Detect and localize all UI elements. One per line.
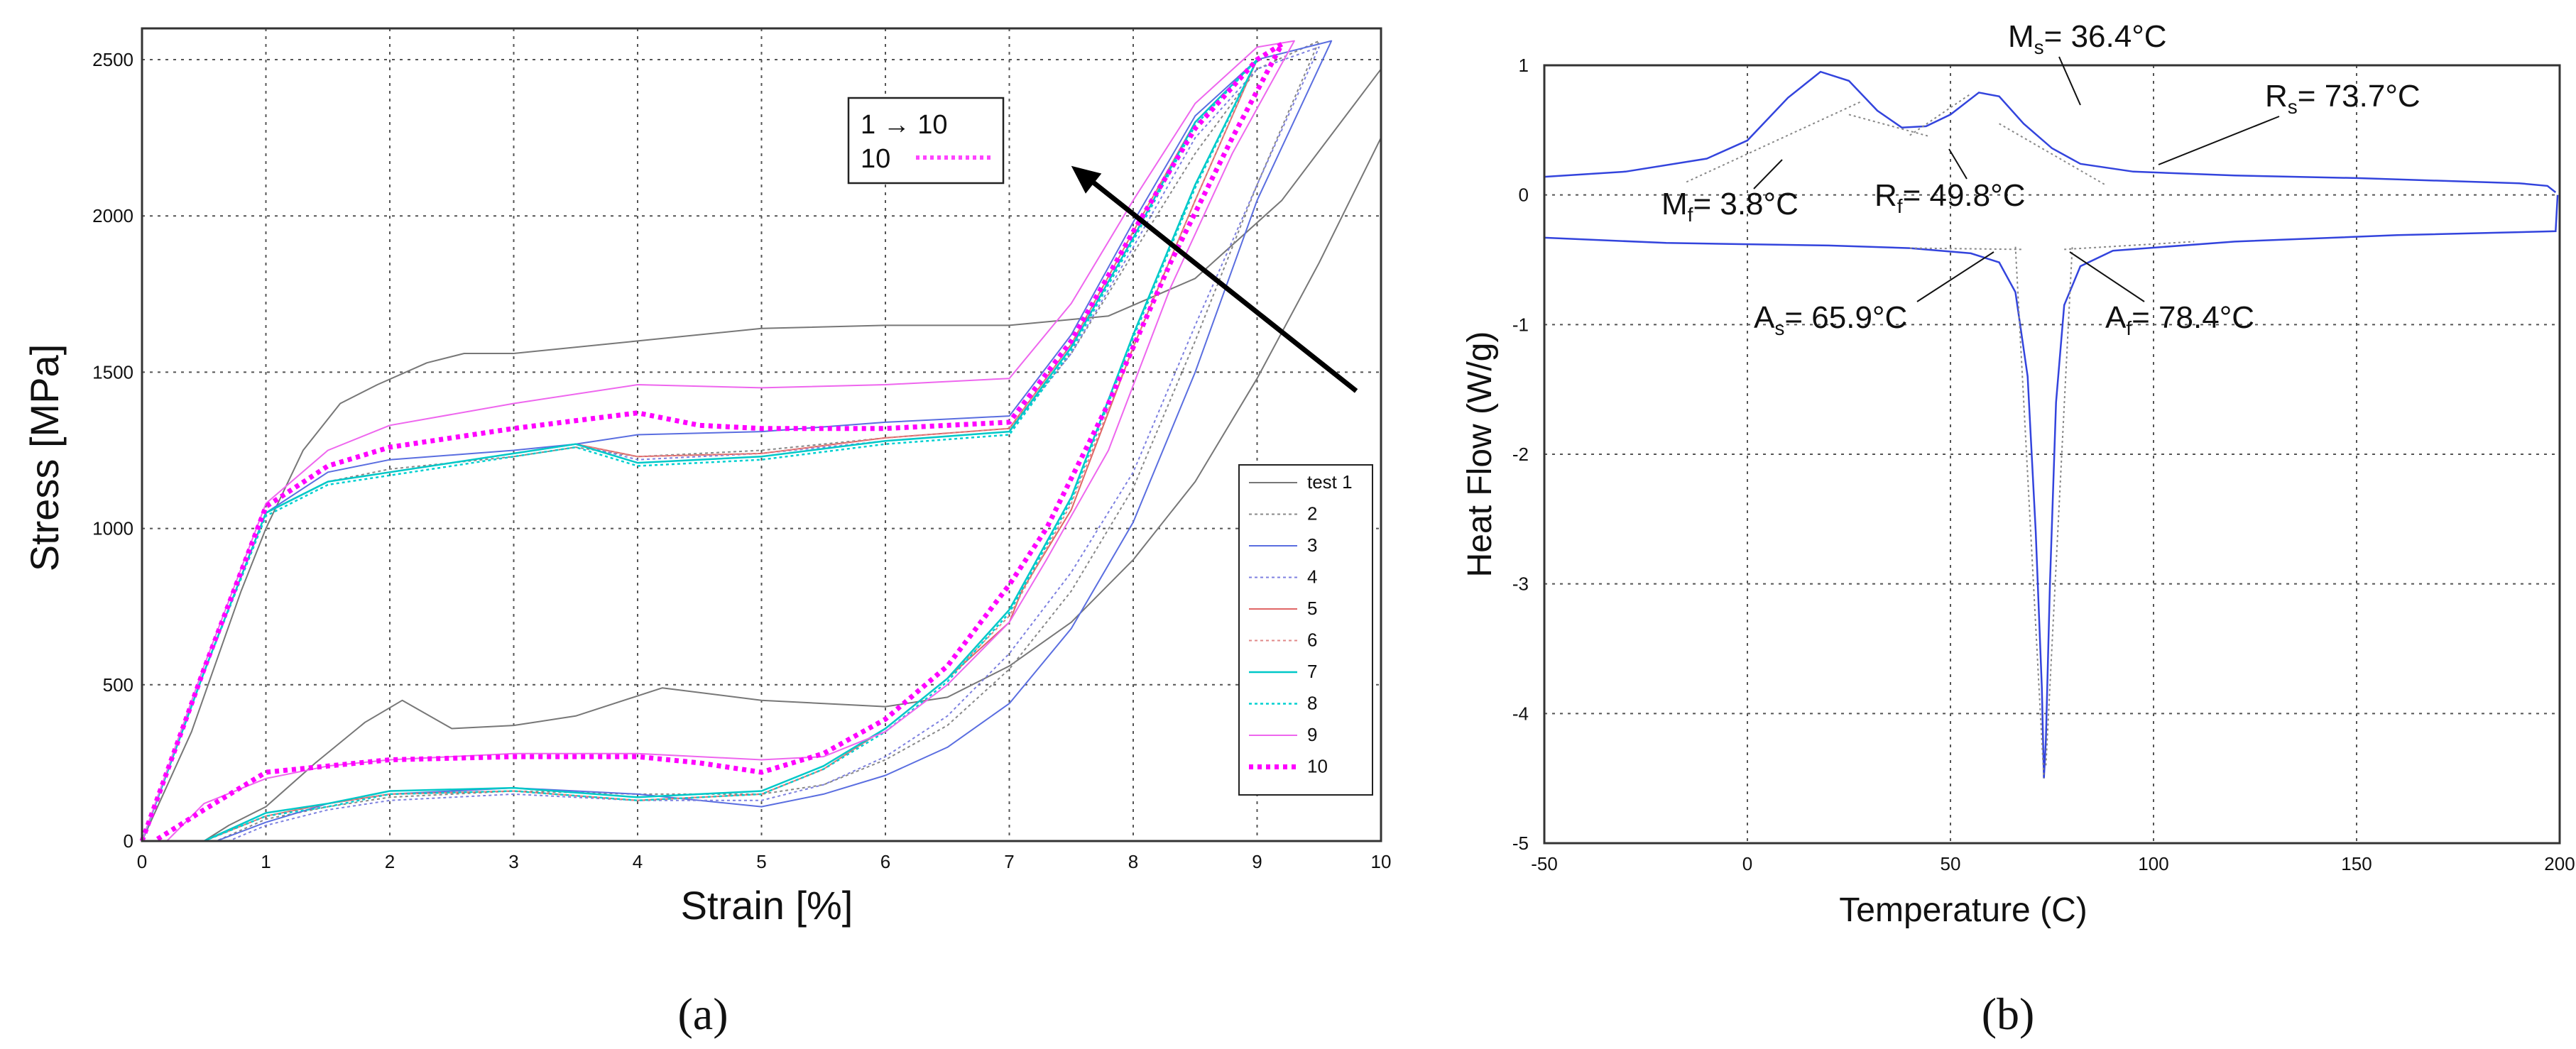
x-tick-label: 7 — [1004, 851, 1014, 872]
x-tick-label: 200 — [2544, 853, 2575, 874]
legend-label: 7 — [1307, 661, 1317, 682]
annotation-leader — [1753, 159, 1783, 190]
x-tick-label: 0 — [1742, 853, 1752, 874]
y-tick-label: 0 — [1519, 185, 1529, 206]
panel-a-y-axis-label: Stress [MPa] — [22, 344, 67, 572]
annotation-box-line1: 1 → 10 — [861, 110, 948, 140]
panel-a-x-tick-labels: 0 1 2 3 4 5 6 7 8 9 10 — [137, 851, 1392, 872]
series-line-9 — [141, 40, 1295, 842]
legend-label: 3 — [1307, 534, 1317, 556]
arrow-shaft — [1085, 175, 1358, 393]
x-tick-label: 2 — [385, 851, 395, 872]
panel-b-plot-frame — [1543, 64, 2561, 845]
panel-b-label: (b) — [1982, 989, 2035, 1039]
y-tick-label: 1500 — [92, 361, 133, 383]
panel-a-label: (a) — [677, 989, 728, 1039]
tangent-line — [1909, 247, 2024, 251]
cooling-curve — [1544, 70, 2557, 193]
x-tick-label: 3 — [508, 851, 518, 872]
panel-a-y-tick-labels: 0 500 1000 1500 2000 2500 — [92, 49, 133, 852]
tangent-line — [1686, 101, 1862, 183]
series-line-3 — [141, 40, 1333, 842]
x-tick-label: 150 — [2341, 853, 2372, 874]
x-tick-label: 50 — [1941, 853, 1961, 874]
x-tick-label: 9 — [1252, 851, 1262, 872]
panel-a-curves — [139, 40, 1382, 843]
annotation-label: Rs= 73.7°C — [2265, 79, 2421, 118]
annotation-leader — [1916, 251, 1994, 302]
x-tick-label: 0 — [137, 851, 147, 872]
y-tick-label: -2 — [1512, 444, 1529, 465]
panel-b-annotations: Ms= 36.4°C Rs= 73.7°C Mf= 3.8°C Rf= 49.8°C A… — [1661, 19, 2421, 339]
panel-a-plot-frame — [141, 27, 1382, 842]
y-tick-label: -1 — [1512, 314, 1529, 335]
panel-a-trend-arrow — [1071, 165, 1358, 393]
y-tick-label: -4 — [1512, 703, 1529, 724]
legend-label: 4 — [1307, 566, 1317, 588]
panel-b-grid — [1544, 65, 2560, 843]
panel-b-y-tick-labels: 1 0 -1 -2 -3 -4 -5 — [1512, 55, 1529, 854]
y-tick-label: -5 — [1512, 833, 1529, 854]
tangent-line — [2045, 246, 2073, 766]
legend-label: 6 — [1307, 630, 1317, 651]
annotation-label: Mf= 3.8°C — [1661, 187, 1799, 226]
heating-curve — [1544, 194, 2559, 779]
panel-a-grid — [142, 28, 1381, 841]
tangent-line — [1848, 114, 1931, 138]
x-tick-label: 6 — [880, 851, 890, 872]
annotation-box-frame — [847, 97, 1005, 185]
annotation-leader — [2069, 251, 2145, 302]
legend-frame — [1238, 464, 1373, 796]
annotation-label: Ms= 36.4°C — [2008, 19, 2167, 58]
panel-a-annotation-box: 1 → 10 10 — [847, 97, 1005, 185]
arrow-head — [1071, 165, 1102, 194]
y-tick-label: 2500 — [92, 49, 133, 70]
series-line-test-1 — [141, 68, 1382, 842]
tangent-line — [2014, 246, 2045, 779]
legend-label: test 1 — [1307, 471, 1353, 493]
tangent-line — [1999, 123, 2105, 185]
annotation-label: As= 65.9°C — [1754, 300, 1907, 339]
annotation-leader — [2158, 116, 2280, 165]
y-tick-label: 1000 — [92, 518, 133, 539]
x-tick-label: 8 — [1128, 851, 1138, 872]
y-tick-label: -3 — [1512, 573, 1529, 595]
annotation-label: Rf= 49.8°C — [1874, 178, 2026, 217]
panel-a-x-axis-label: Strain [%] — [681, 883, 853, 928]
annotation-leader — [1948, 148, 1968, 180]
panel-b-x-tick-labels: -50 0 50 100 150 200 — [1531, 853, 2575, 874]
legend-label: 8 — [1307, 693, 1317, 714]
x-tick-label: 100 — [2138, 853, 2168, 874]
y-tick-label: 0 — [124, 830, 133, 852]
tangent-line — [1909, 93, 1972, 136]
annotation-label: Af= 78.4°C — [2105, 300, 2254, 339]
panel-b-y-axis-label: Heat Flow (W/g) — [1461, 331, 1499, 578]
legend-label: 9 — [1307, 724, 1317, 745]
legend-label: 2 — [1307, 503, 1317, 524]
panel-b-x-axis-label: Temperature (C) — [1839, 891, 2087, 929]
panel-a-legend: test 1 2 3 4 5 6 7 8 9 10 — [1238, 464, 1373, 796]
legend-label: 10 — [1307, 756, 1328, 777]
x-tick-label: 4 — [633, 851, 643, 872]
series-line-2 — [141, 40, 1320, 842]
x-tick-label: 10 — [1371, 851, 1392, 872]
panel-a: 0 1 2 3 4 5 6 7 8 9 10 0 500 1000 1500 2000 2500 Strain… — [22, 27, 1392, 1039]
annotation-box-line2: 10 — [861, 144, 890, 174]
legend-label: 5 — [1307, 598, 1317, 619]
panel-b: -50 0 50 100 150 200 1 0 -1 -2 -3 -4 -5 Temperature… — [1461, 19, 2575, 1039]
y-tick-label: 1 — [1519, 55, 1529, 76]
tangent-line — [2064, 241, 2195, 251]
panel-b-curves — [1544, 70, 2559, 779]
y-tick-label: 2000 — [92, 205, 133, 226]
x-tick-label: 1 — [261, 851, 271, 872]
x-tick-label: -50 — [1531, 853, 1558, 874]
x-tick-label: 5 — [756, 851, 766, 872]
y-tick-label: 500 — [103, 674, 133, 696]
annotation-leader — [2058, 56, 2081, 106]
